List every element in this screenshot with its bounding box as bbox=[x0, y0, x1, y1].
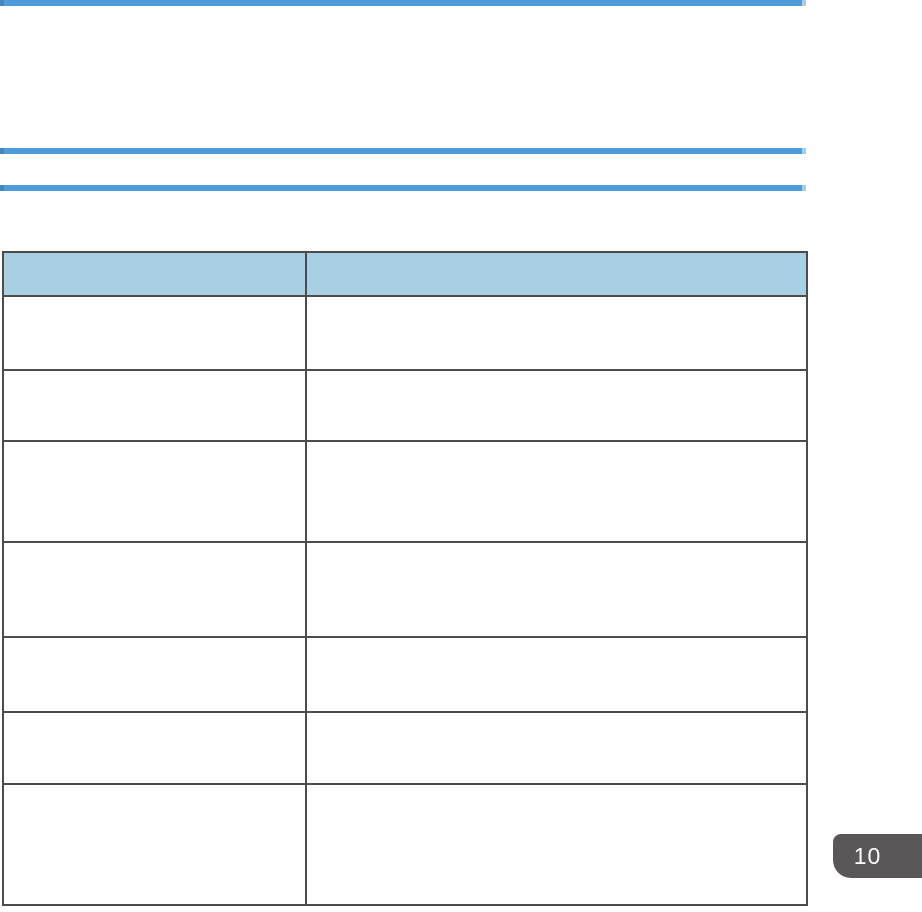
table-header-cell bbox=[305, 251, 808, 297]
table-header-cell bbox=[2, 251, 307, 297]
table-cell bbox=[2, 369, 307, 442]
section-heading-rule-1 bbox=[0, 148, 806, 154]
rule-left-cap bbox=[0, 148, 4, 154]
page-number-tab: 10 bbox=[833, 834, 922, 878]
table-cell bbox=[2, 440, 307, 543]
table-row bbox=[2, 369, 808, 442]
table-cell bbox=[305, 636, 808, 713]
rule-left-cap bbox=[0, 0, 4, 6]
page-number-label: 10 bbox=[853, 842, 882, 869]
rule-left-cap bbox=[0, 185, 4, 191]
table-row bbox=[2, 636, 808, 713]
table-cell bbox=[305, 541, 808, 638]
table-row bbox=[2, 711, 808, 785]
table-cell bbox=[305, 295, 808, 371]
table-cell bbox=[305, 369, 808, 442]
table-cell bbox=[305, 783, 808, 906]
table-header-row bbox=[2, 251, 808, 297]
section-heading-rule-2 bbox=[0, 185, 806, 191]
table-row bbox=[2, 783, 808, 906]
table-cell bbox=[2, 636, 307, 713]
rule-right-cap bbox=[802, 185, 806, 191]
table-cell bbox=[2, 783, 307, 906]
table-cell bbox=[305, 440, 808, 543]
top-page-rule bbox=[0, 0, 806, 6]
table-row bbox=[2, 440, 808, 543]
table-cell bbox=[2, 711, 307, 785]
spec-table bbox=[2, 251, 808, 906]
table-row bbox=[2, 295, 808, 371]
rule-right-cap bbox=[802, 0, 806, 6]
table-row bbox=[2, 541, 808, 638]
table-cell bbox=[2, 541, 307, 638]
rule-right-cap bbox=[802, 148, 806, 154]
table-cell bbox=[305, 711, 808, 785]
table-cell bbox=[2, 295, 307, 371]
